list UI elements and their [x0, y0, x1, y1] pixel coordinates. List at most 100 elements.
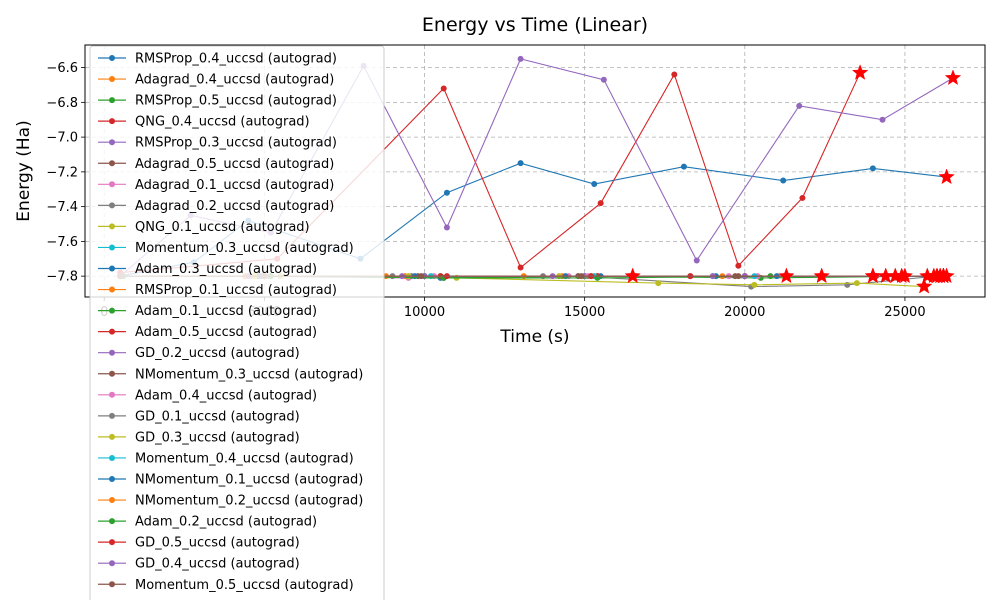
- data-point: [440, 85, 447, 92]
- legend-label: GD_0.1_uccsd (autograd): [135, 409, 300, 424]
- legend-label: Adam_0.5_uccsd (autograd): [135, 325, 317, 340]
- legend-marker: [109, 76, 115, 83]
- legend-label: QNG_0.1_uccsd (autograd): [135, 220, 310, 235]
- legend-entry: Adagrad_0.1_uccsd (autograd): [98, 178, 334, 193]
- legend-entry: Adagrad_0.2_uccsd (autograd): [98, 199, 334, 214]
- legend-marker: [109, 244, 115, 251]
- legend-entry: RMSProp_0.4_uccsd (autograd): [98, 52, 337, 67]
- legend-entry: RMSProp_0.3_uccsd (autograd): [98, 136, 337, 151]
- legend-marker: [109, 118, 115, 125]
- end-star-marker: [813, 267, 830, 284]
- legend-entry: Adam_0.2_uccsd (autograd): [98, 515, 317, 530]
- legend-entry: GD_0.2_uccsd (autograd): [98, 346, 300, 361]
- legend-entry: Adam_0.3_uccsd (autograd): [98, 262, 317, 277]
- x-tick-label: 15000: [564, 305, 605, 320]
- data-point: [853, 280, 860, 287]
- legend-marker: [109, 202, 115, 209]
- end-star-marker: [893, 267, 910, 284]
- legend-marker: [109, 539, 115, 546]
- legend-marker: [109, 181, 115, 188]
- end-star-marker: [919, 267, 936, 284]
- legend-label: Adam_0.2_uccsd (autograd): [135, 515, 317, 530]
- legend-entry: GD_0.4_uccsd (autograd): [98, 557, 300, 572]
- legend-entry: Adam_0.5_uccsd (autograd): [98, 325, 317, 340]
- legend-marker: [109, 518, 115, 525]
- legend-entry: Momentum_0.5_uccsd (autograd): [98, 578, 354, 593]
- legend-marker: [109, 223, 115, 230]
- legend-entry: RMSProp_0.5_uccsd (autograd): [98, 94, 337, 109]
- legend-label: Adagrad_0.4_uccsd (autograd): [135, 73, 334, 88]
- legend-marker: [109, 560, 115, 567]
- legend-entry: Adagrad_0.4_uccsd (autograd): [98, 73, 334, 88]
- legend-marker: [109, 391, 115, 398]
- chart-title: Energy vs Time (Linear): [422, 14, 648, 36]
- data-point: [693, 257, 700, 264]
- data-point: [680, 163, 687, 170]
- data-point: [597, 200, 604, 207]
- legend-label: RMSProp_0.3_uccsd (autograd): [135, 136, 337, 151]
- data-point: [517, 55, 524, 62]
- legend-entry: NMomentum_0.3_uccsd (autograd): [98, 367, 363, 382]
- x-axis-label: Time (s): [499, 327, 569, 347]
- legend-marker: [109, 412, 115, 419]
- legend-label: NMomentum_0.1_uccsd (autograd): [135, 473, 363, 488]
- legend-label: Adagrad_0.1_uccsd (autograd): [135, 178, 334, 193]
- y-tick-label: −7.4: [46, 200, 78, 215]
- data-point: [578, 273, 585, 280]
- legend-marker: [109, 160, 115, 167]
- end-star-marker: [864, 267, 882, 284]
- data-point: [418, 273, 425, 280]
- legend-label: Adam_0.4_uccsd (autograd): [135, 388, 317, 403]
- legend-label: Momentum_0.4_uccsd (autograd): [135, 451, 354, 466]
- end-star-marker: [915, 277, 933, 294]
- legend-marker: [109, 265, 115, 272]
- legend-marker: [109, 497, 115, 504]
- legend-marker: [109, 286, 115, 293]
- legend-entry: GD_0.5_uccsd (autograd): [98, 536, 300, 551]
- data-point: [796, 102, 803, 109]
- data-point: [517, 264, 524, 271]
- legend-entry: Momentum_0.4_uccsd (autograd): [98, 451, 354, 466]
- end-star-marker: [624, 267, 641, 284]
- legend-label: Momentum_0.5_uccsd (autograd): [135, 578, 354, 593]
- legend-entry: Adam_0.4_uccsd (autograd): [98, 388, 317, 403]
- legend: RMSProp_0.4_uccsd (autograd) Adagrad_0.4_…: [89, 45, 385, 600]
- plot-area-frame: [84, 44, 986, 298]
- legend-entry: RMSProp_0.1_uccsd (autograd): [98, 283, 337, 298]
- legend-label: GD_0.5_uccsd (autograd): [135, 536, 300, 551]
- legend-label: NMomentum_0.2_uccsd (autograd): [135, 494, 363, 509]
- legend-entry: QNG_0.4_uccsd (autograd): [98, 115, 310, 130]
- data-point: [655, 280, 662, 287]
- data-point: [517, 160, 524, 167]
- data-point: [869, 165, 876, 172]
- data-point: [443, 224, 450, 231]
- legend-marker: [109, 433, 115, 440]
- legend-marker: [109, 476, 115, 482]
- end-star-marker: [778, 267, 795, 284]
- legend-label: Adam_0.1_uccsd (autograd): [135, 304, 317, 319]
- y-axis-label: Energy (Ha): [14, 120, 34, 221]
- x-tick-label: 25000: [884, 305, 925, 320]
- legend-marker: [109, 328, 115, 335]
- legend-marker: [109, 307, 115, 314]
- data-point: [600, 76, 607, 83]
- y-tick-label: −7.8: [46, 270, 78, 285]
- data-point: [780, 177, 787, 184]
- end-star-marker: [944, 69, 962, 86]
- legend-label: RMSProp_0.5_uccsd (autograd): [135, 94, 337, 109]
- legend-entry: Adam_0.1_uccsd (autograd): [98, 304, 317, 319]
- y-tick-label: −7.0: [46, 131, 78, 146]
- legend-marker: [109, 139, 115, 146]
- legend-marker: [109, 97, 115, 104]
- legend-marker: [109, 55, 115, 61]
- legend-label: RMSProp_0.1_uccsd (autograd): [135, 283, 337, 298]
- y-tick-label: −7.2: [46, 165, 78, 180]
- y-tick-label: −7.6: [46, 235, 78, 250]
- y-tick-label: −6.6: [46, 61, 78, 76]
- data-point: [751, 281, 758, 288]
- legend-entry: Momentum_0.3_uccsd (autograd): [98, 241, 354, 256]
- legend-label: Adagrad_0.5_uccsd (autograd): [135, 157, 334, 172]
- legend-marker: [109, 581, 115, 588]
- end-star-marker: [938, 168, 955, 185]
- legend-marker: [109, 454, 115, 461]
